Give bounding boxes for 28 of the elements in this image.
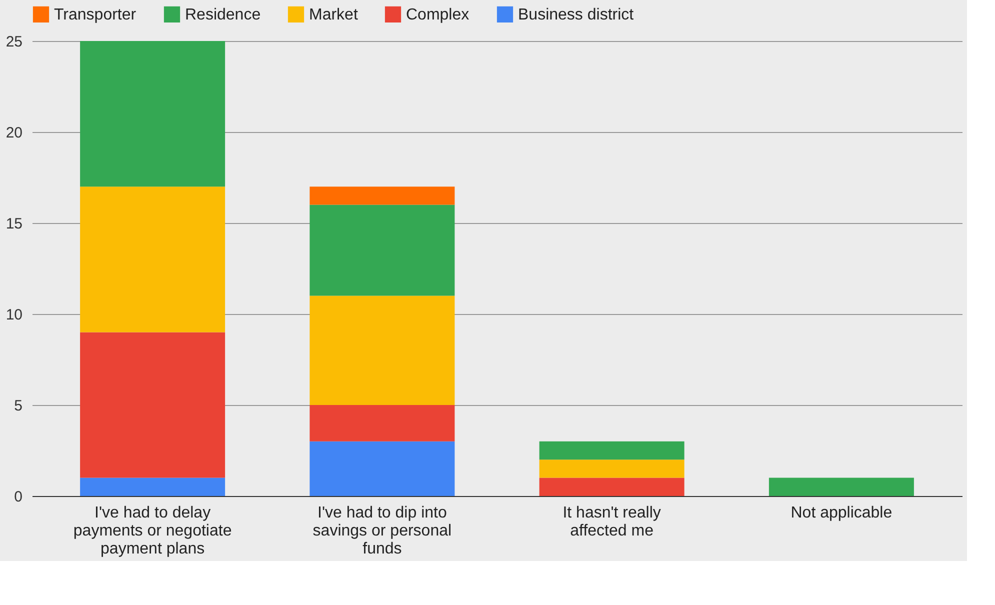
x-tick-label: It hasn't really affected me (562, 504, 661, 540)
y-tick-label: 5 (14, 398, 22, 414)
bar (539, 441, 684, 460)
y-tick-label: 0 (14, 488, 22, 506)
x-tick-label: I've had to delay payments or negotiate payment plans (73, 504, 232, 558)
bar (310, 441, 455, 496)
x-tick-label: Not applicable (790, 504, 892, 522)
x-tick-label: I've had to dip into savings or personal funds (312, 504, 452, 558)
y-tick-label: 25 (6, 34, 22, 50)
bar (80, 332, 226, 478)
bar (80, 186, 226, 332)
legend-label: Transporter (54, 6, 137, 24)
legend-label: Complex (406, 6, 470, 24)
bar (80, 478, 226, 496)
bar (768, 478, 914, 496)
bar (310, 405, 455, 442)
legend-label: Market (309, 6, 358, 24)
y-tick-label: 20 (6, 124, 22, 142)
y-tick-label: 15 (6, 216, 22, 232)
bar (310, 296, 455, 405)
bar (80, 41, 226, 187)
bar (539, 460, 684, 478)
bar (310, 186, 455, 205)
y-tick-label: 10 (6, 306, 22, 324)
legend-label: Residence (185, 6, 261, 24)
legend-label: Business district (518, 6, 634, 24)
bar (310, 204, 455, 296)
bar (539, 478, 684, 496)
